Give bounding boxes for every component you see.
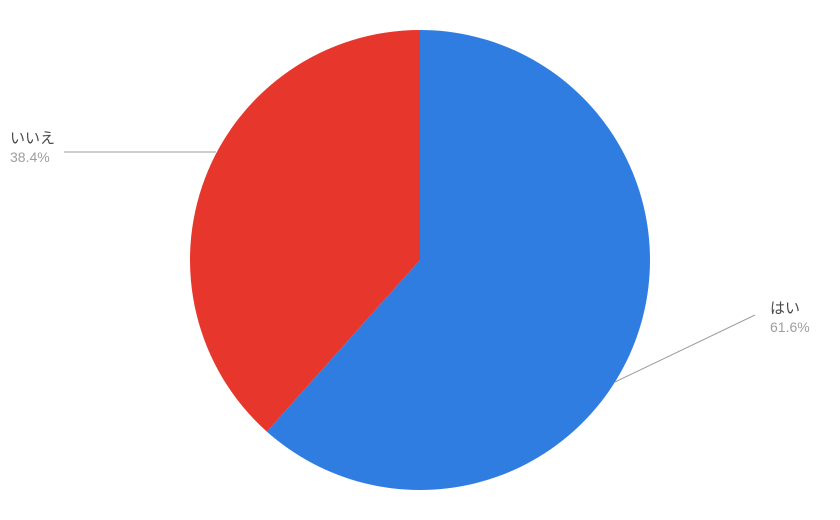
slice-label-no-name: いいえ (10, 130, 55, 149)
pie-chart: はい 61.6% いいえ 38.4% (0, 0, 840, 520)
slice-label-no: いいえ 38.4% (10, 130, 55, 166)
slice-label-yes-name: はい (770, 300, 810, 319)
slice-label-yes: はい 61.6% (770, 300, 810, 336)
slice-label-no-percent: 38.4% (10, 149, 55, 167)
slice-label-yes-percent: 61.6% (770, 319, 810, 337)
pie-svg (0, 0, 840, 520)
